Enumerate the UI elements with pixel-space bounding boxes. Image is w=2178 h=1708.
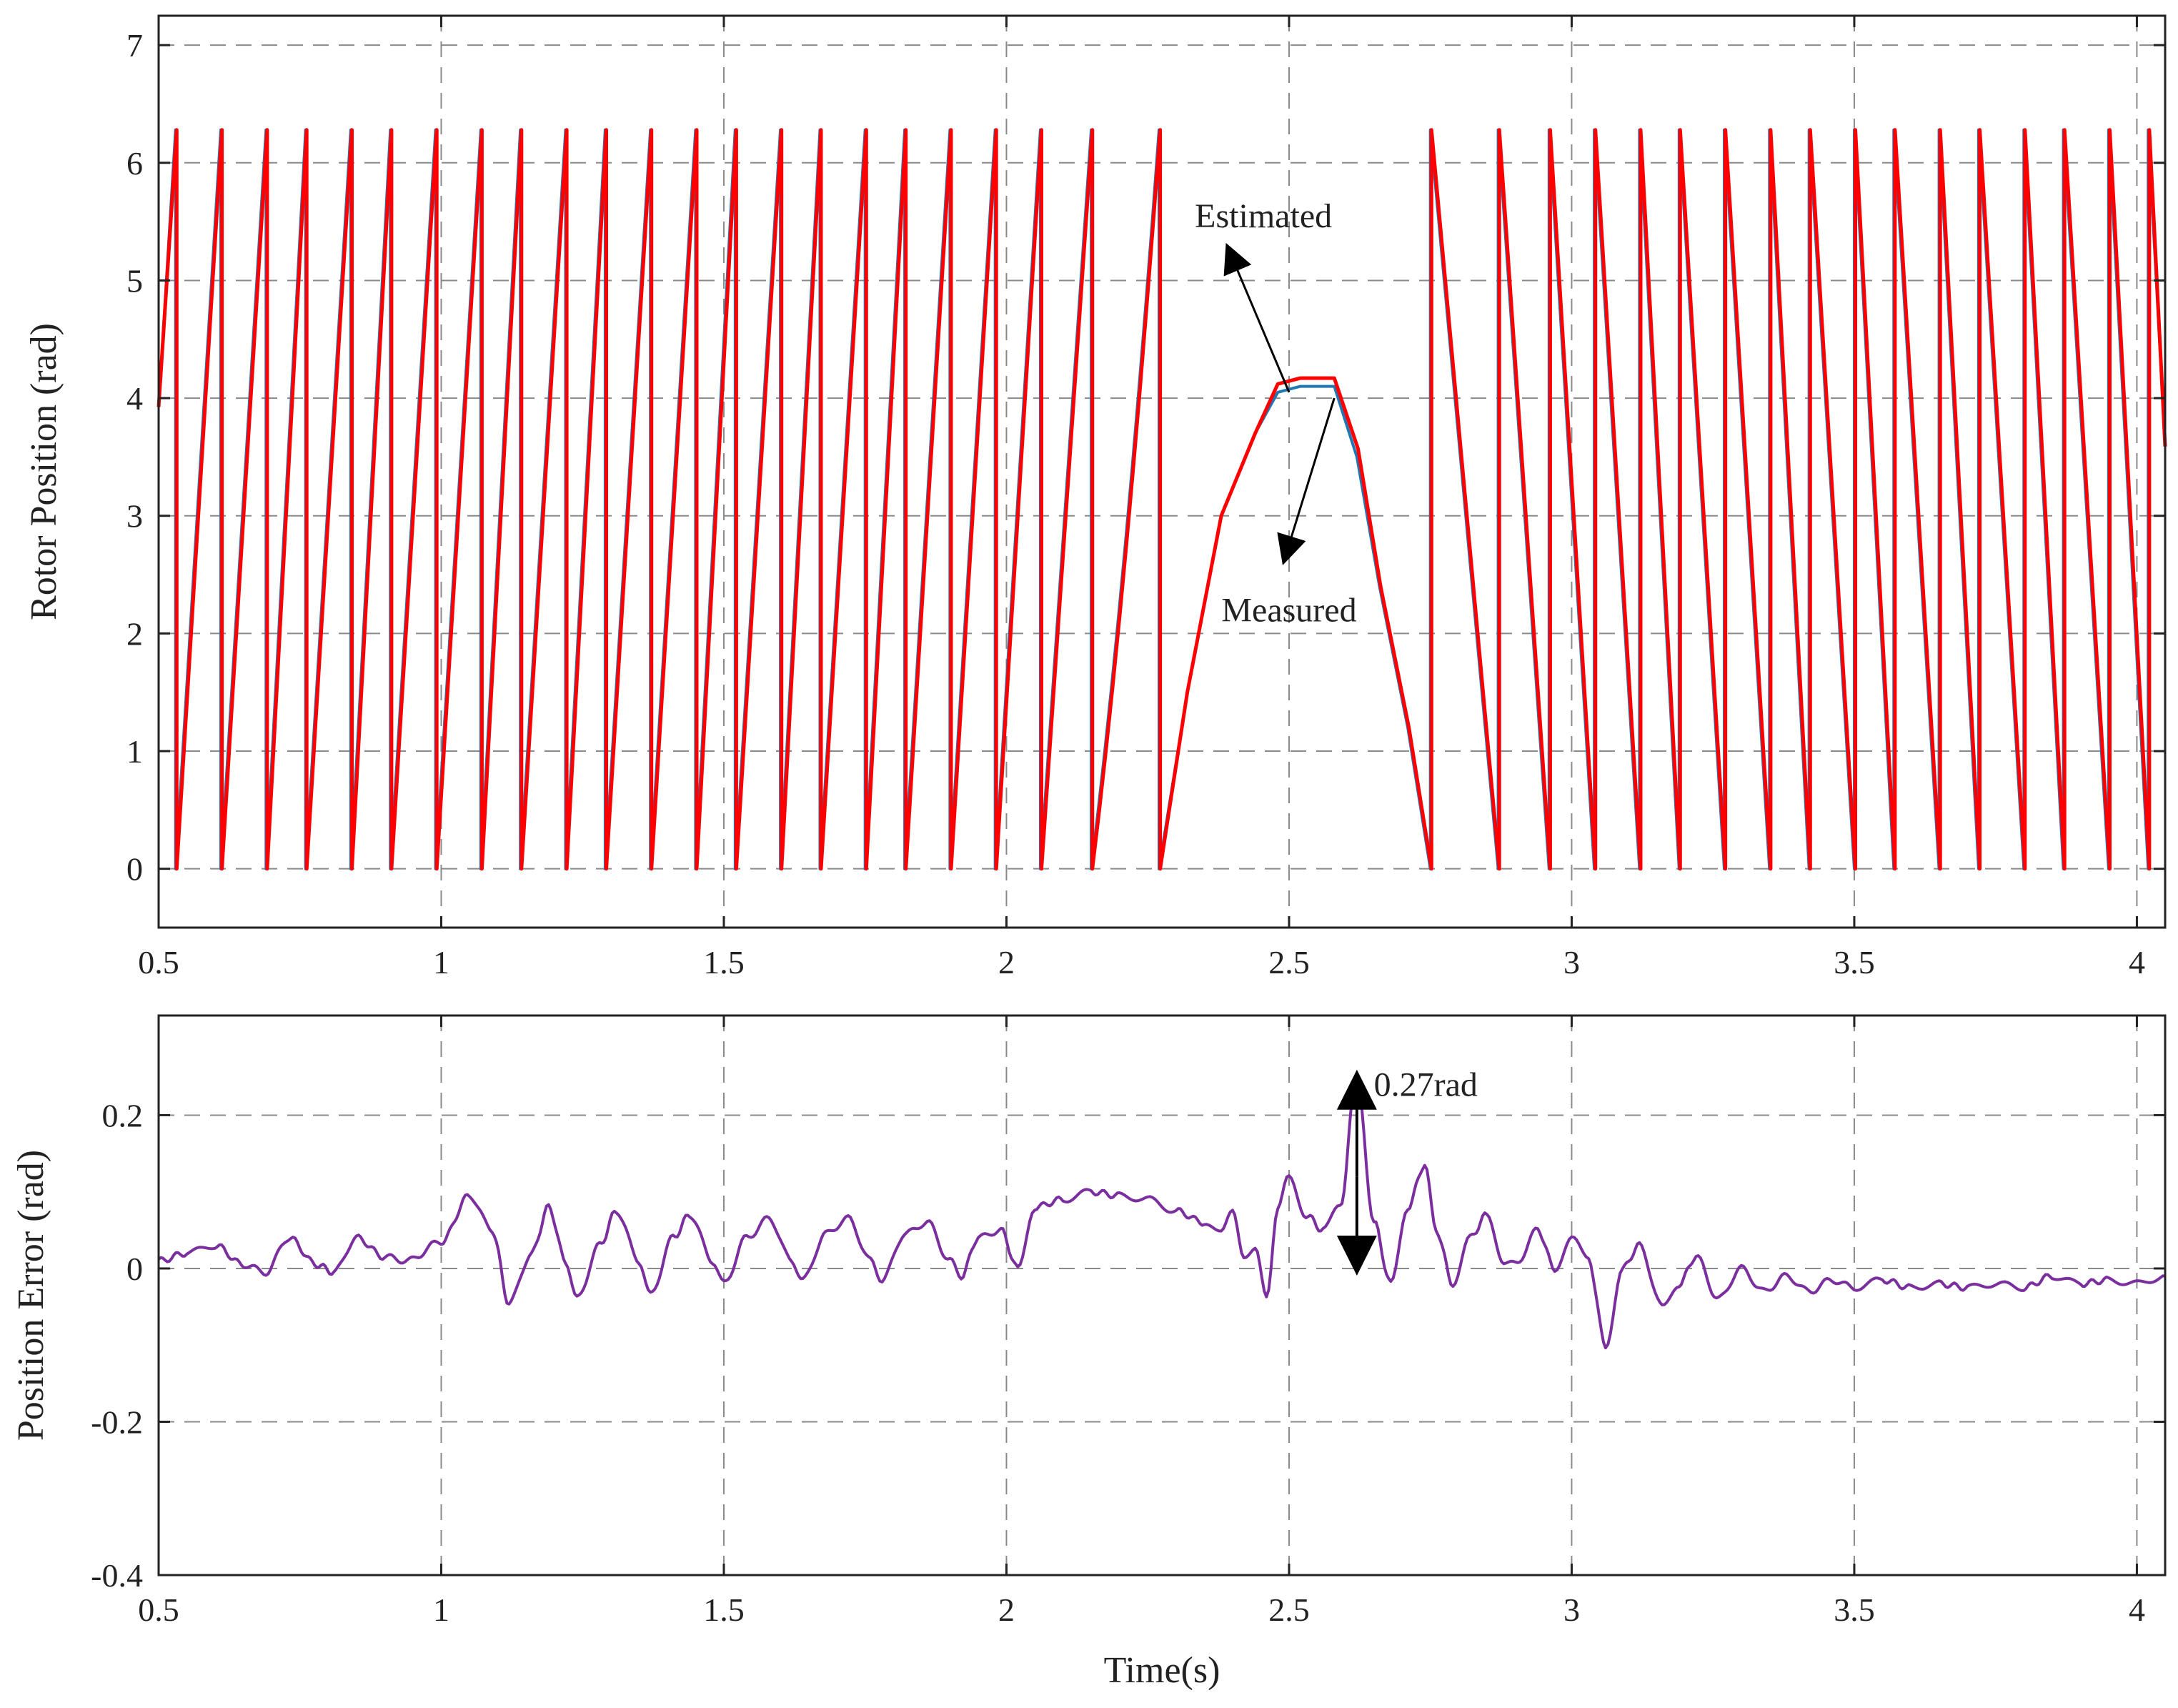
rotor-position-ytick-label: 3	[126, 498, 143, 535]
rotor-position-xtick-label: 0.5	[138, 944, 179, 980]
time-xlabel: Time(s)	[1104, 1650, 1220, 1691]
position-error-xtick-label: 1.5	[703, 1592, 745, 1628]
position-error-xtick-label: 3	[1563, 1592, 1580, 1628]
position-error-series	[157, 1078, 2166, 1350]
position-error-xtick-label: 4	[2129, 1592, 2145, 1628]
rotor-position-ticks: 0.5 1 1.5 2 2.5 3 3.5 4 0 1 2 3 4 5 6 7	[126, 16, 2165, 980]
position-error-xtick-label: 2	[998, 1592, 1015, 1628]
rotor-position-ylabel: Rotor Position (rad)	[24, 323, 64, 620]
rotor-position-annotations: Estimated Measured	[1195, 197, 1356, 630]
estimated-label: Estimated	[1195, 197, 1332, 235]
rotor-position-xtick-label: 1.5	[703, 944, 745, 980]
rotor-position-ytick-label: 2	[126, 615, 143, 652]
position-error-plot-frame	[157, 1014, 2167, 1577]
estimated-line	[156, 128, 2167, 871]
rotor-position-panel: 0.5 1 1.5 2 2.5 3 3.5 4 0 1 2 3 4 5 6 7 Rotor Position …	[24, 14, 2167, 980]
rotor-position-ytick-label: 0	[126, 851, 143, 888]
rotor-position-xtick-label: 4	[2129, 944, 2145, 980]
rotor-position-xtick-label: 1	[433, 944, 449, 980]
position-error-line	[157, 1078, 2166, 1350]
rotor-position-ytick-label: 4	[126, 380, 143, 417]
measured-arrow	[1277, 397, 1336, 565]
rotor-position-xtick-label: 2.5	[1268, 944, 1310, 980]
position-error-ytick-label: -0.2	[91, 1404, 143, 1440]
measured-label: Measured	[1221, 591, 1356, 629]
rotor-position-ytick-label: 7	[126, 27, 143, 64]
rotor-position-xtick-label: 2	[998, 944, 1015, 980]
position-error-ylabel: Position Error (rad)	[11, 1150, 51, 1441]
position-error-ticks: 0.5 1 1.5 2 2.5 3 3.5 4 -0.4 -0.2 0 0.2	[91, 1016, 2165, 1628]
rotor-position-xtick-label: 3	[1563, 944, 1580, 980]
position-error-annotations: 0.27rad	[1336, 1066, 1478, 1276]
error-amplitude-label: 0.27rad	[1374, 1066, 1478, 1104]
position-error-xtick-label: 0.5	[138, 1592, 179, 1628]
rotor-position-ytick-label: 1	[126, 733, 143, 770]
rotor-position-xtick-label: 3.5	[1834, 944, 1875, 980]
position-error-xtick-label: 2.5	[1268, 1592, 1310, 1628]
position-error-xtick-label: 1	[433, 1592, 449, 1628]
rotor-position-ytick-label: 5	[126, 262, 143, 299]
position-error-panel: 0.5 1 1.5 2 2.5 3 3.5 4 -0.4 -0.2 0 0.2 Position Er…	[11, 1014, 2167, 1691]
estimated-arrow	[1223, 242, 1291, 393]
rotor-position-plot-frame	[157, 14, 2167, 929]
position-error-ytick-label: 0	[126, 1251, 143, 1287]
rotor-position-ytick-label: 6	[126, 145, 143, 182]
position-error-ytick-label: -0.4	[91, 1557, 143, 1594]
position-error-xtick-label: 3.5	[1834, 1592, 1875, 1628]
position-error-ytick-label: 0.2	[102, 1097, 144, 1133]
position-error-grid	[159, 1016, 2165, 1575]
estimated-series	[156, 128, 2167, 871]
